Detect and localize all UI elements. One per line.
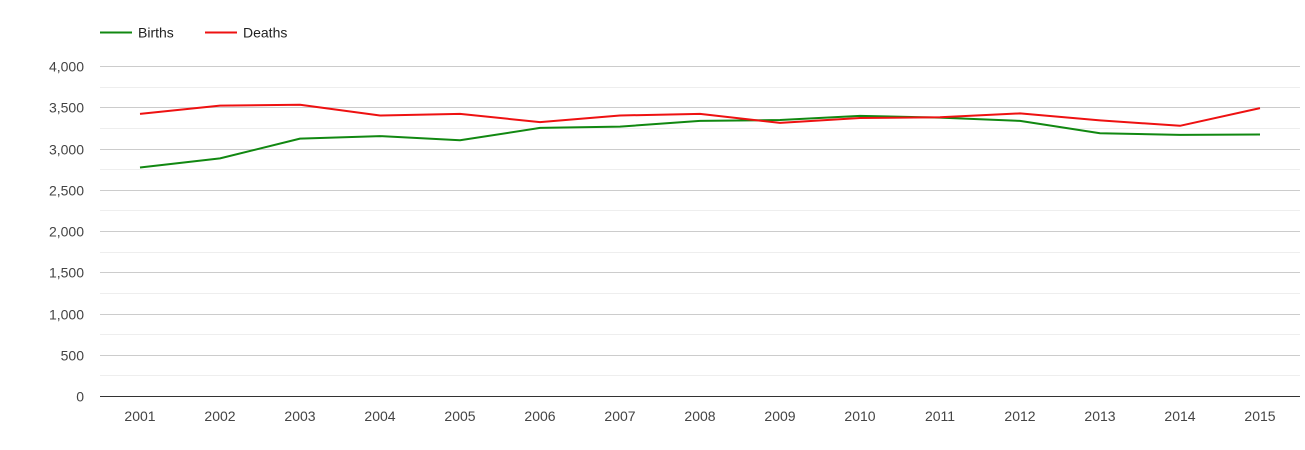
y-tick-label: 0 (76, 389, 84, 405)
x-tick-label: 2010 (844, 408, 875, 424)
series-line-births (139, 114, 1261, 169)
y-tick-label: 2,000 (49, 224, 84, 240)
x-tick-label: 2014 (1164, 408, 1195, 424)
x-tick-label: 2015 (1244, 408, 1275, 424)
x-tick-label: 2004 (364, 408, 395, 424)
y-tick-label: 4,000 (49, 59, 84, 75)
x-tick-label: 2001 (124, 408, 155, 424)
y-tick-label: 500 (61, 348, 85, 364)
x-tick-label: 2002 (204, 408, 235, 424)
x-tick-label: 2008 (684, 408, 715, 424)
legend-label: Births (138, 25, 174, 41)
legend-item-births: Births (100, 25, 174, 41)
y-tick-label: 1,000 (49, 307, 84, 323)
legend-label: Deaths (243, 25, 287, 41)
series-lines (139, 103, 1261, 169)
grid-lines (100, 66, 1300, 376)
y-tick-label: 1,500 (49, 265, 84, 281)
x-tick-label: 2012 (1004, 408, 1035, 424)
y-tick-label: 3,500 (49, 100, 84, 116)
x-tick-label: 2011 (925, 408, 955, 424)
y-tick-label: 3,000 (49, 142, 84, 158)
x-tick-label: 2013 (1084, 408, 1115, 424)
x-tick-label: 2007 (604, 408, 635, 424)
legend-item-deaths: Deaths (205, 25, 287, 41)
x-tick-label: 2009 (764, 408, 795, 424)
y-tick-labels: 0 500 1,000 1,500 2,000 2,500 3,000 3,500 4,000 (49, 59, 84, 405)
x-tick-label: 2005 (444, 408, 475, 424)
x-tick-label: 2003 (284, 408, 315, 424)
x-tick-labels: 2001 2002 2003 2004 2005 2006 2007 2008 2009 2010… (124, 408, 1275, 424)
x-tick-label: 2006 (524, 408, 555, 424)
y-tick-label: 2,500 (49, 183, 84, 199)
series-line-deaths (139, 103, 1261, 127)
legend: Births Deaths (100, 25, 287, 41)
